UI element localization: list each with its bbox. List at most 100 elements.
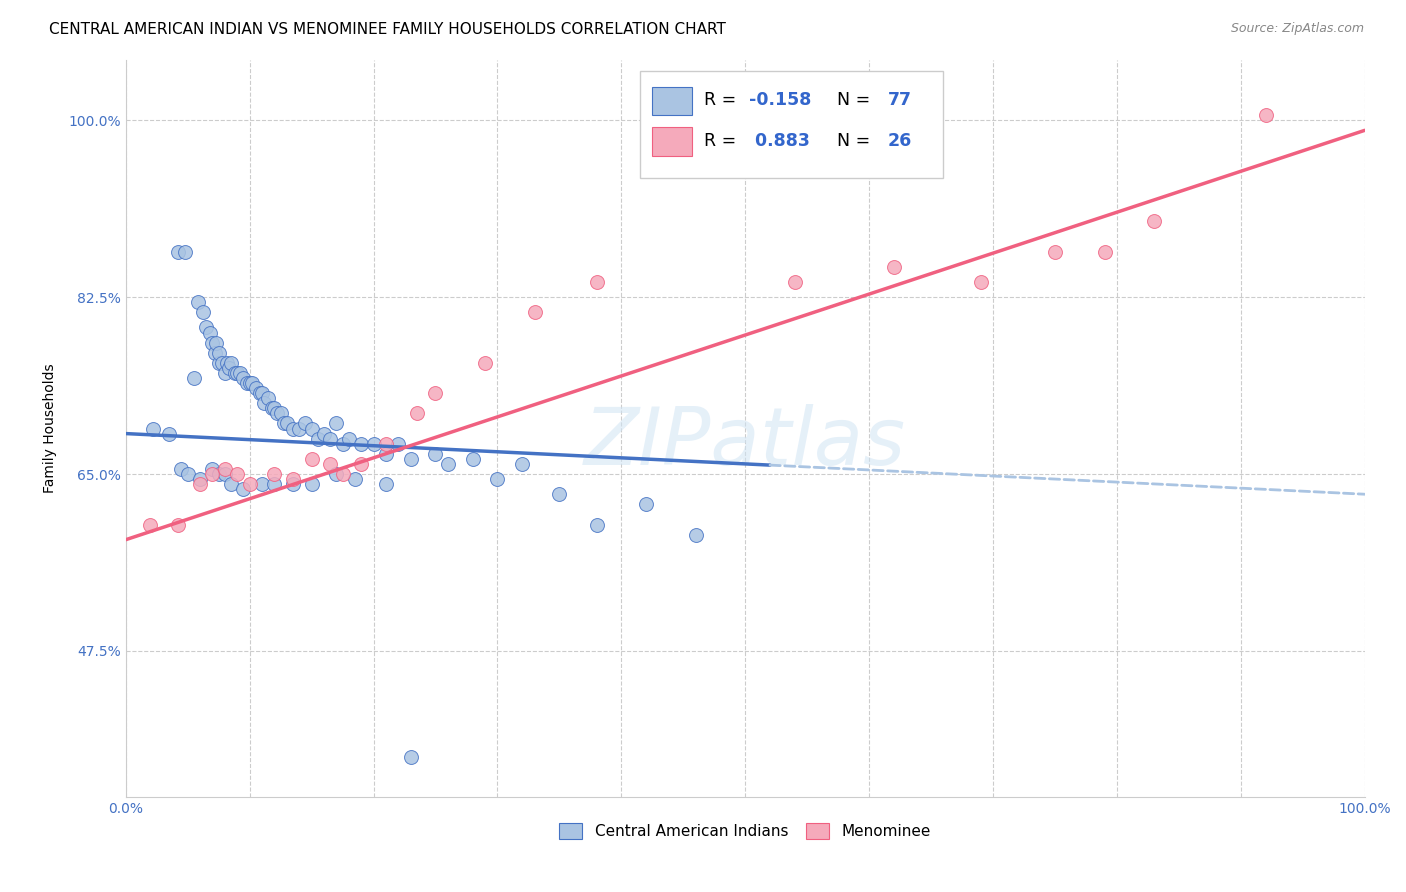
Point bbox=[294, 417, 316, 431]
Point bbox=[188, 472, 211, 486]
Point bbox=[198, 326, 221, 340]
Point bbox=[187, 295, 209, 310]
Point bbox=[214, 366, 236, 380]
FancyBboxPatch shape bbox=[652, 128, 692, 155]
Point bbox=[1094, 244, 1116, 259]
Point bbox=[337, 432, 360, 446]
Point bbox=[363, 436, 385, 450]
Point bbox=[232, 482, 254, 496]
Point bbox=[585, 517, 607, 532]
Point bbox=[350, 436, 373, 450]
Point bbox=[783, 275, 806, 289]
Point bbox=[239, 376, 262, 390]
Point bbox=[319, 457, 342, 471]
Point bbox=[204, 345, 226, 359]
Point bbox=[240, 376, 263, 390]
Point bbox=[205, 335, 228, 350]
Point bbox=[201, 335, 224, 350]
Point bbox=[245, 381, 267, 395]
Point bbox=[969, 275, 991, 289]
Point bbox=[208, 345, 231, 359]
Point bbox=[249, 386, 271, 401]
Point bbox=[474, 356, 496, 370]
Text: R =: R = bbox=[704, 91, 742, 109]
Text: -0.158: -0.158 bbox=[749, 91, 811, 109]
Point bbox=[191, 305, 214, 319]
Point bbox=[374, 447, 396, 461]
Point bbox=[461, 451, 484, 466]
Point bbox=[219, 356, 242, 370]
Point bbox=[263, 467, 285, 481]
Text: 77: 77 bbox=[887, 91, 911, 109]
Text: N =: N = bbox=[825, 132, 876, 150]
Legend: Central American Indians, Menominee: Central American Indians, Menominee bbox=[554, 817, 936, 845]
Point bbox=[208, 467, 231, 481]
Point bbox=[201, 467, 224, 481]
Point bbox=[312, 426, 335, 441]
Y-axis label: Family Households: Family Households bbox=[44, 364, 58, 493]
Point bbox=[226, 366, 249, 380]
Point bbox=[685, 527, 707, 541]
Point bbox=[399, 451, 422, 466]
Point bbox=[201, 462, 224, 476]
Point bbox=[301, 421, 323, 435]
Point bbox=[548, 487, 571, 501]
Point bbox=[166, 517, 188, 532]
Point bbox=[332, 467, 354, 481]
Point bbox=[174, 244, 197, 259]
Point bbox=[218, 360, 240, 375]
Point bbox=[425, 386, 447, 401]
Point bbox=[1254, 108, 1277, 122]
Point bbox=[250, 386, 273, 401]
Point bbox=[307, 432, 329, 446]
Point bbox=[425, 447, 447, 461]
Point bbox=[214, 467, 236, 481]
Point bbox=[176, 467, 198, 481]
Point bbox=[214, 462, 236, 476]
Point bbox=[219, 477, 242, 491]
Point bbox=[281, 477, 304, 491]
Point bbox=[276, 417, 298, 431]
Point bbox=[236, 376, 259, 390]
Point bbox=[437, 457, 460, 471]
Point bbox=[1143, 214, 1166, 228]
Point bbox=[374, 477, 396, 491]
Point bbox=[510, 457, 533, 471]
Point bbox=[636, 497, 658, 511]
Point bbox=[523, 305, 546, 319]
Point bbox=[226, 467, 249, 481]
Text: N =: N = bbox=[825, 91, 876, 109]
Point bbox=[266, 406, 288, 420]
Text: 0.883: 0.883 bbox=[749, 132, 810, 150]
Point bbox=[319, 432, 342, 446]
Point bbox=[157, 426, 180, 441]
Point bbox=[281, 421, 304, 435]
Point bbox=[301, 451, 323, 466]
FancyBboxPatch shape bbox=[640, 70, 943, 178]
Point bbox=[195, 320, 218, 334]
Point bbox=[883, 260, 905, 274]
Point bbox=[260, 401, 283, 416]
Point bbox=[188, 477, 211, 491]
Point bbox=[228, 366, 250, 380]
Point bbox=[281, 472, 304, 486]
Point bbox=[239, 477, 262, 491]
Point bbox=[486, 472, 509, 486]
Point bbox=[350, 457, 373, 471]
Point bbox=[208, 356, 231, 370]
Point bbox=[585, 275, 607, 289]
Point bbox=[325, 417, 347, 431]
Text: CENTRAL AMERICAN INDIAN VS MENOMINEE FAMILY HOUSEHOLDS CORRELATION CHART: CENTRAL AMERICAN INDIAN VS MENOMINEE FAM… bbox=[49, 22, 725, 37]
Point bbox=[224, 366, 246, 380]
Point bbox=[142, 421, 165, 435]
Point bbox=[374, 436, 396, 450]
Point bbox=[263, 477, 285, 491]
Point bbox=[257, 391, 280, 405]
Point bbox=[1043, 244, 1066, 259]
Text: 26: 26 bbox=[887, 132, 912, 150]
Point bbox=[170, 462, 193, 476]
Point bbox=[253, 396, 276, 410]
Point bbox=[270, 406, 292, 420]
Point bbox=[166, 244, 188, 259]
Point bbox=[343, 472, 366, 486]
